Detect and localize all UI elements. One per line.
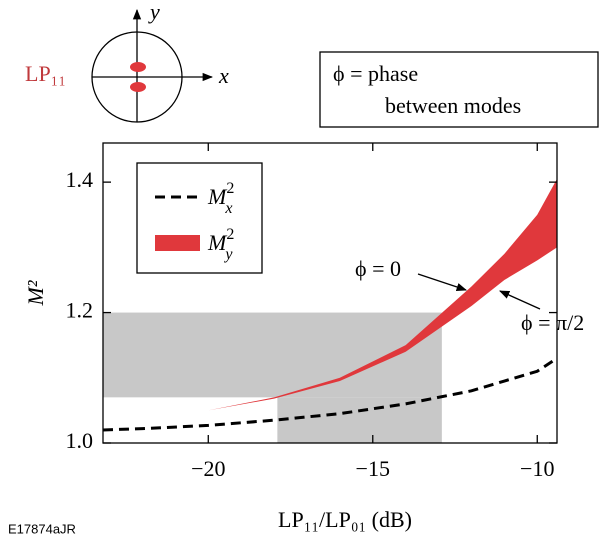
shaded-region xyxy=(277,397,442,443)
y-tick-label: 1.0 xyxy=(66,428,94,453)
legend-label-part: 2 xyxy=(226,226,234,243)
annotation-arrow xyxy=(499,290,541,310)
x-tick-label: −10 xyxy=(520,456,554,481)
legend-label-part: y xyxy=(223,246,233,263)
annotation-arrow xyxy=(417,273,467,291)
x-axis-label: LP₁₁/LP₀₁ (dB) xyxy=(278,507,412,532)
y-tick-label: 1.2 xyxy=(66,298,94,323)
x-tick-label: −20 xyxy=(191,456,225,481)
plot-frame xyxy=(102,142,558,444)
figure-id: E17874aJR xyxy=(8,521,76,536)
legend-label-part: M xyxy=(207,184,228,209)
x-axis-name: x xyxy=(218,63,229,88)
lobe xyxy=(130,62,146,72)
legend-swatch xyxy=(155,235,200,251)
y-axis-name: y xyxy=(148,0,160,24)
band xyxy=(103,178,557,421)
y-axis-label: M² xyxy=(23,280,48,306)
annotation: ϕ = 0 xyxy=(355,256,401,281)
annotation: ϕ = π/2 xyxy=(521,310,584,335)
legend-label: M2 y xyxy=(207,226,234,263)
note-line: between modes xyxy=(385,93,521,118)
plot: −20 −15 −101.01.21.4M2 xM2 y xyxy=(66,142,558,481)
mode-label: LP₁₁ xyxy=(25,61,66,86)
lobe xyxy=(130,82,146,92)
note-line: ϕ = phase xyxy=(333,61,418,86)
line xyxy=(102,356,558,432)
x-tick-label: −15 xyxy=(356,456,390,481)
y-tick-label: 1.4 xyxy=(66,167,94,192)
legend-label: M2 x xyxy=(207,180,234,217)
legend-label-part: 2 xyxy=(226,180,234,197)
legend-label-part: M xyxy=(207,230,228,255)
legend-box xyxy=(136,162,263,274)
note-box xyxy=(319,51,599,128)
shaded-region xyxy=(103,312,442,398)
legend-label-part: x xyxy=(224,200,232,217)
